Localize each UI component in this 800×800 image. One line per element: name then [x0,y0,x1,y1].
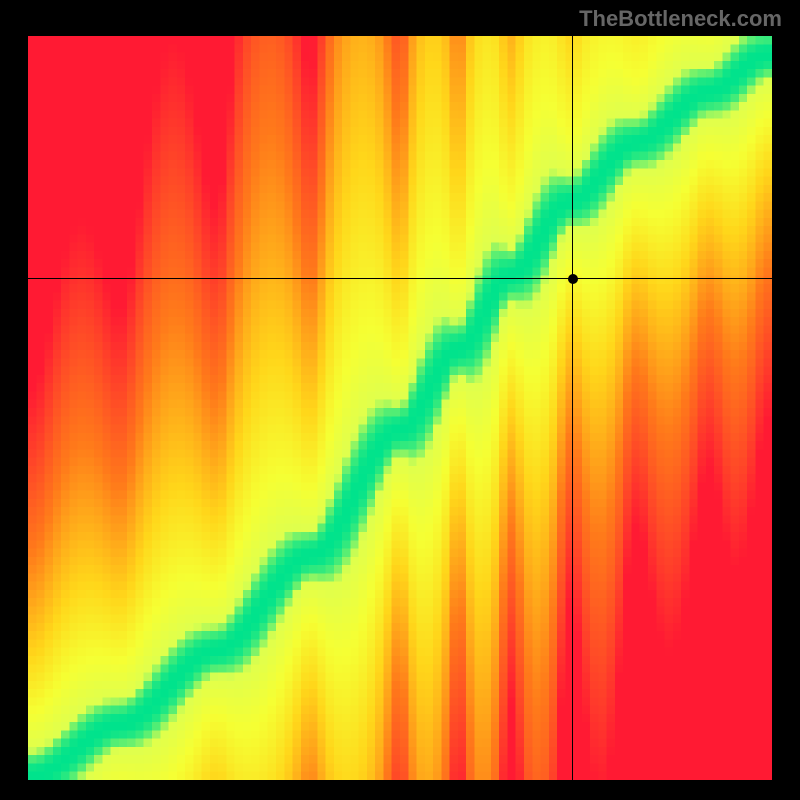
bottleneck-heatmap [28,36,772,780]
crosshair-horizontal [28,278,772,279]
watermark-text: TheBottleneck.com [579,6,782,32]
crosshair-marker [568,274,578,284]
crosshair-vertical [572,36,573,780]
